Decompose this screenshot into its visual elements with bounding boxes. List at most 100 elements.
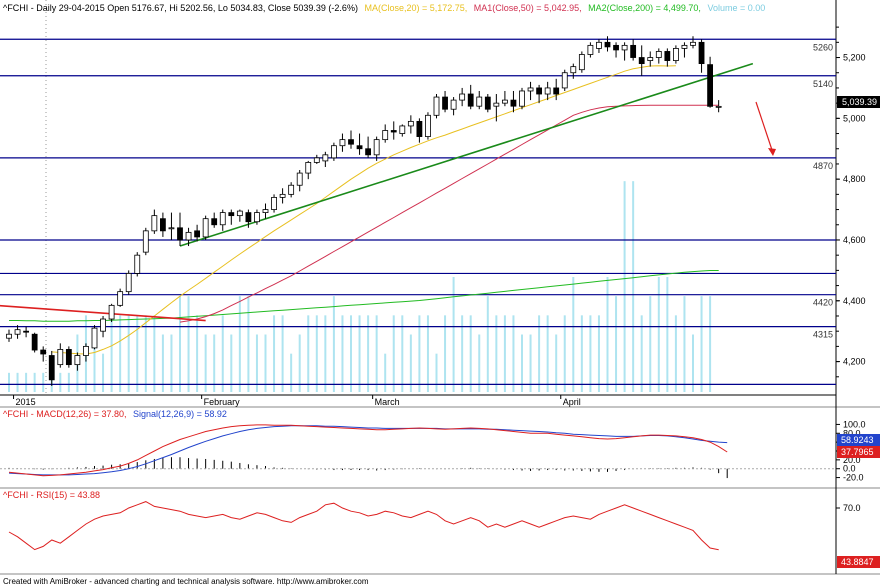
macd-label: ^FCHI - MACD(12,26) = 37.80, [3,409,127,419]
candle-body [74,355,81,366]
candle-body [707,64,713,107]
candle [125,270,132,295]
candle-body [168,227,175,230]
uptrend-trendline [179,62,754,247]
old_downtrend-trendline [0,304,206,322]
candle-body [715,105,722,108]
candle-body [322,154,329,162]
volume-bar [179,296,181,392]
candle-body [125,273,132,293]
footer-credit: Created with AmiBroker - advanced charti… [3,577,369,586]
price-header: ^FCHI - Daily 29-04-2015 Open 5176.67, H… [3,3,765,13]
candle [681,42,688,58]
volume-label: Volume = 0.00 [707,3,765,13]
candle-body [630,44,637,58]
candle [305,160,312,180]
volume-bar [444,315,447,392]
candle-body [365,148,372,156]
candle [296,170,303,192]
svg-text:5,039.39: 5,039.39 [842,97,877,107]
candle [596,39,602,53]
candle-body [83,345,89,356]
volume-bar [640,315,643,392]
candle-body [219,212,226,226]
candle-body [681,44,688,49]
candle-body [134,254,141,274]
candle [219,209,226,231]
rsi-panel: 70.0 [8,501,861,551]
volume-bar [384,353,387,392]
candle-body [621,44,628,51]
candle [373,136,380,161]
macd-y-tick-label: 20.0 [843,455,861,465]
volume-bar [298,334,301,392]
candle-body [57,349,64,366]
rsi-label: ^FCHI - RSI(15) = 43.88 [3,490,100,500]
volume-bar [170,334,173,392]
candle [142,227,149,256]
candle-body [655,51,662,58]
candle-body [348,139,354,145]
level-label: 4420 [813,298,833,308]
candle-body [151,215,158,232]
volume-bar [649,296,652,392]
candle [707,56,713,108]
candle [501,90,508,107]
candle [228,209,235,225]
candle-body [570,66,577,74]
volume-bar [110,315,113,392]
volume-bar [119,315,122,392]
candle [271,194,277,213]
volume-bar [709,296,712,392]
macd-y-tick-label: -20.0 [843,473,864,483]
volume-bar [418,315,421,392]
candle [493,94,500,122]
candle-body [313,157,320,163]
candle [185,227,192,247]
candle [673,45,679,64]
candle [262,203,269,219]
candle-body [519,90,525,107]
candle [159,212,166,237]
candle-body [399,125,406,134]
ma20-label: MA(Close,20) = 5,172.75, [364,3,467,13]
candle [467,84,474,110]
candle-body [305,162,312,174]
candle-body [211,218,218,226]
candle-body [638,57,645,65]
candle-body [185,231,192,241]
candle [698,39,705,73]
candle-body [339,139,346,147]
symbol-info: ^FCHI - Daily 29-04-2015 Open 5176.67, H… [3,3,358,13]
candle [390,121,397,140]
volume-bar [521,334,523,392]
candle-body [296,172,303,186]
level-label: 4870 [813,161,833,171]
candle [544,81,551,101]
date-x-axis: 2015 February March April [13,395,581,407]
candle-body [613,44,619,51]
volume-bar [324,315,327,392]
candle [65,346,72,368]
candle [117,288,124,307]
volume-bar [238,296,241,392]
candle [382,124,389,143]
volume-bar [589,315,592,392]
candle [484,94,491,113]
volume-bar [597,315,600,392]
macd-line [8,424,728,477]
x-tick-label: April [563,397,581,407]
candle [57,343,64,368]
candle [510,90,517,113]
candle-body [194,230,201,238]
candle-body [450,99,457,110]
volume-bar [230,334,233,392]
volume-bar [555,334,558,392]
candle-body [407,120,414,127]
macd-y-tick-label: 80.0 [843,428,861,438]
volume-bar [8,372,10,392]
candle [715,100,722,113]
candle-body [108,304,115,320]
ma50-line [179,104,719,323]
